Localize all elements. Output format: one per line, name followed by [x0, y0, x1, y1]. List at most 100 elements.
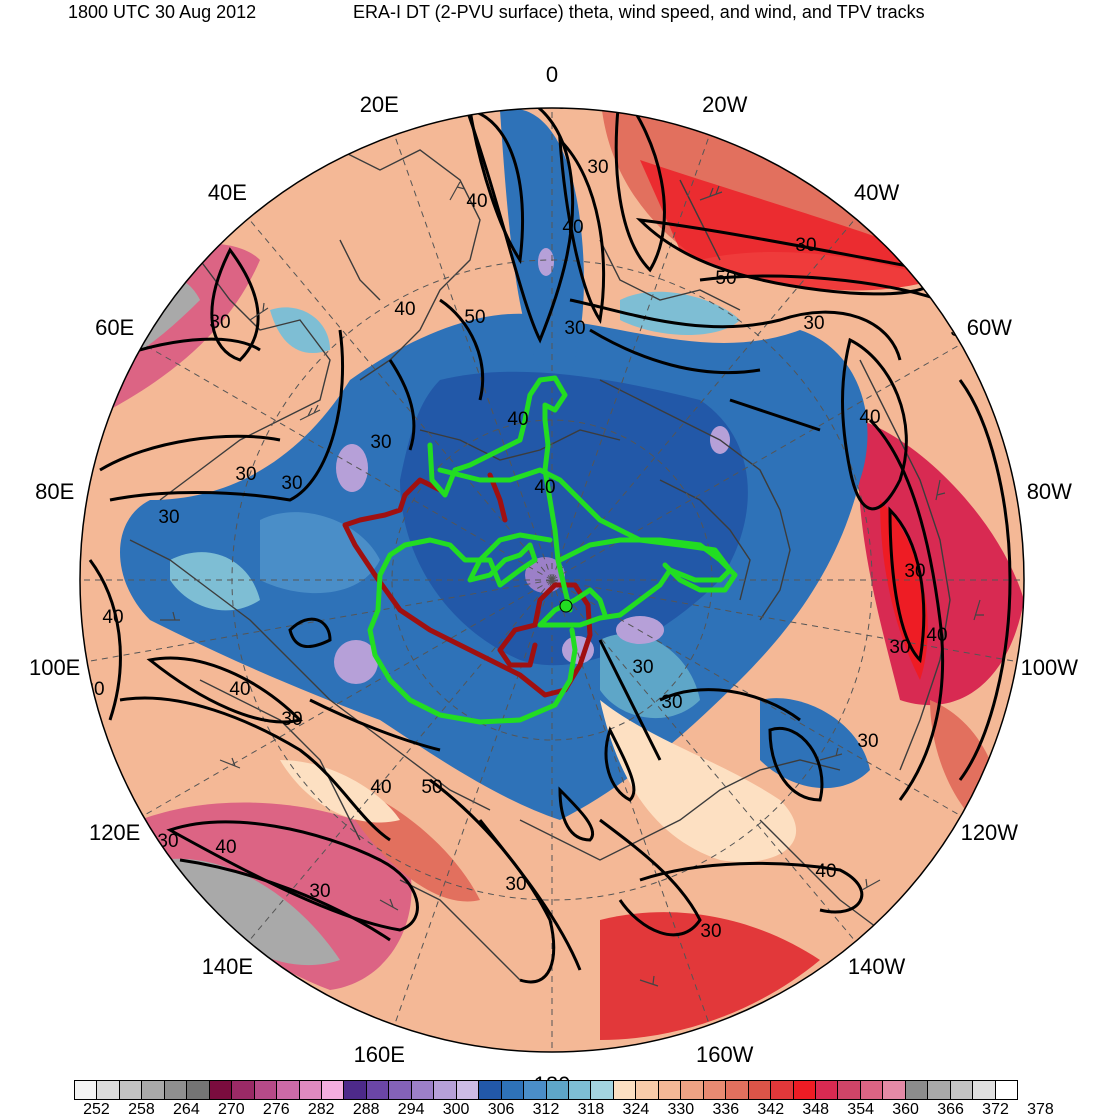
- colorbar-box: [254, 1081, 278, 1099]
- longitude-label: 100W: [1020, 654, 1079, 680]
- longitude-label: 80E: [35, 479, 75, 505]
- contour-label: 40: [102, 607, 123, 628]
- colorbar-label: 252: [83, 1101, 110, 1118]
- theta-minimum: [334, 640, 378, 684]
- colorbar-box: [501, 1081, 525, 1099]
- colorbar-box: [164, 1081, 188, 1099]
- tpv-track-dark-red: [342, 477, 593, 698]
- contour-label: 40: [229, 679, 250, 700]
- colorbar-box: [838, 1081, 861, 1099]
- colorbar-box: [299, 1081, 322, 1099]
- tpv-track-green: [427, 375, 573, 613]
- colorbar-box: [973, 1081, 996, 1099]
- contour-label: 30: [904, 561, 925, 582]
- contour-label: 30: [505, 874, 526, 895]
- colorbar-box: [321, 1081, 345, 1099]
- contour-label: 40: [466, 191, 487, 212]
- map-time-title: 1800 UTC 30 Aug 2012: [68, 2, 257, 22]
- colorbar-label: 282: [307, 1101, 335, 1118]
- theta-patch: [170, 552, 260, 611]
- contour-label: 40: [534, 477, 555, 498]
- theta-patch: [160, 858, 340, 966]
- colorbar-box: [187, 1081, 210, 1099]
- colorbar-box: [703, 1081, 727, 1099]
- colorbar-label: 306: [487, 1101, 515, 1118]
- contour-label: 30: [281, 709, 302, 730]
- colorbar-box: [524, 1081, 547, 1099]
- tpv-track-green: [437, 467, 733, 628]
- map-field-title: ERA-I DT (2-PVU surface) theta, wind spe…: [353, 2, 925, 22]
- colorbar-label: 360: [892, 1101, 919, 1118]
- colorbar-label: 294: [397, 1101, 425, 1118]
- tpv-current-position: [559, 599, 573, 613]
- colorbar-box: [456, 1081, 480, 1099]
- contour-label: 30: [158, 507, 179, 528]
- colorbar-box: [434, 1081, 457, 1099]
- contour-label: 40: [507, 409, 528, 430]
- contour-label: 30: [556, 93, 577, 114]
- colorbar-box: [658, 1081, 682, 1099]
- longitude-label: 160E: [353, 1041, 405, 1067]
- colorbar-box: [771, 1081, 794, 1099]
- theta-patch: [600, 633, 700, 719]
- theta-field: 30 30 40 40 30 50 30 30 30 40 30 40 30 30 40 50 40 30 30 30…: [80, 93, 1024, 1052]
- theta-colorbar-labels: 252 258 264 270 276 282 288 294 300 306 312 318 324 3…: [74, 1101, 1054, 1119]
- colorbar-label: 258: [128, 1101, 155, 1118]
- colorbar-label: 330: [667, 1101, 695, 1118]
- theta-colorbar: [74, 1080, 1018, 1100]
- tpv-track-dark-red: [487, 472, 508, 523]
- colorbar-label: 372: [982, 1101, 1009, 1118]
- contour-label: 30: [209, 312, 230, 333]
- theta-patch: [858, 420, 1024, 706]
- colorbar-box: [815, 1081, 839, 1099]
- tpv-tracks: [342, 375, 738, 725]
- colorbar-label: 300: [442, 1101, 470, 1118]
- longitude-label: 20E: [359, 92, 399, 118]
- contour-label: 40: [815, 861, 836, 882]
- theta-patch: [620, 291, 740, 335]
- longitude-label: 120W: [960, 819, 1019, 845]
- colorbar-box: [277, 1081, 300, 1099]
- contour-label: 30: [700, 921, 721, 942]
- colorbar-box: [479, 1081, 502, 1099]
- polar-map: 30 30 40 40 30 50 30 30 30 40 30 40 30 30 40 50 40 30 30 30…: [79, 93, 1025, 1053]
- contour-label: 30: [157, 831, 178, 852]
- contour-label: 30: [803, 313, 824, 334]
- longitude-label: 80W: [1026, 479, 1072, 505]
- colorbar-label: 348: [802, 1101, 830, 1118]
- wind-barbs: [160, 181, 984, 987]
- longitude-label: 160W: [695, 1041, 754, 1067]
- colorbar-box: [366, 1081, 390, 1099]
- colorbar-label: 312: [532, 1101, 560, 1118]
- contour-label: 30: [281, 473, 302, 494]
- longitude-label: 20W: [702, 92, 748, 118]
- colorbar-label: 288: [352, 1101, 380, 1118]
- colorbar-box: [119, 1081, 143, 1099]
- colorbar-box: [726, 1081, 749, 1099]
- colorbar-box: [591, 1081, 614, 1099]
- colorbar-label: 354: [847, 1101, 875, 1118]
- colorbar-label: 366: [937, 1101, 964, 1118]
- contour-label: 30: [587, 157, 608, 178]
- theta-patch: [270, 307, 330, 354]
- colorbar-label: 264: [173, 1101, 200, 1118]
- colorbar-label: 336: [712, 1101, 740, 1118]
- colorbar-box: [905, 1081, 929, 1099]
- theta-patch: [280, 760, 400, 823]
- colorbar-box: [546, 1081, 569, 1099]
- colorbar-label: 318: [577, 1101, 605, 1118]
- contour-label: 30: [795, 235, 816, 256]
- longitude-label: 140E: [201, 953, 254, 979]
- colorbar-box: [793, 1081, 816, 1099]
- colorbar-box: [748, 1081, 772, 1099]
- colorbar-box: [568, 1081, 592, 1099]
- longitude-label: 140W: [847, 953, 906, 979]
- colorbar-box: [389, 1081, 412, 1099]
- colorbar-box: [636, 1081, 659, 1099]
- colorbar-label: 276: [262, 1101, 290, 1118]
- longitude-label: 40E: [207, 180, 247, 206]
- contour-label: 30: [857, 731, 878, 752]
- longitude-label: 60E: [95, 314, 135, 340]
- contour-label: 30: [661, 692, 682, 713]
- coastlines: [129, 149, 951, 981]
